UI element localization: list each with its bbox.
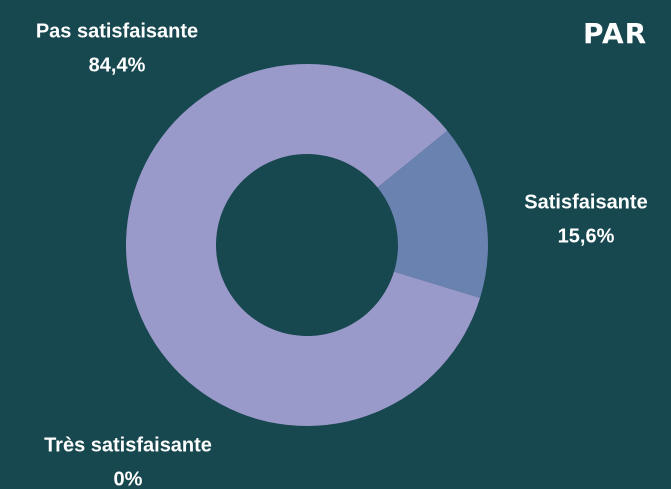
- slice-value: 84,4%: [89, 54, 146, 76]
- slice-label: Satisfaisante: [524, 191, 647, 213]
- donut-slice: [126, 64, 481, 426]
- donut-slice: [394, 271, 481, 298]
- logo: PAR: [583, 17, 647, 50]
- slice-value: 15,6%: [558, 225, 615, 247]
- donut-slice: [377, 130, 488, 298]
- slice-value: 0%: [114, 468, 143, 489]
- slice-label: Très satisfaisante: [44, 434, 212, 456]
- slice-label: Pas satisfaisante: [36, 20, 198, 42]
